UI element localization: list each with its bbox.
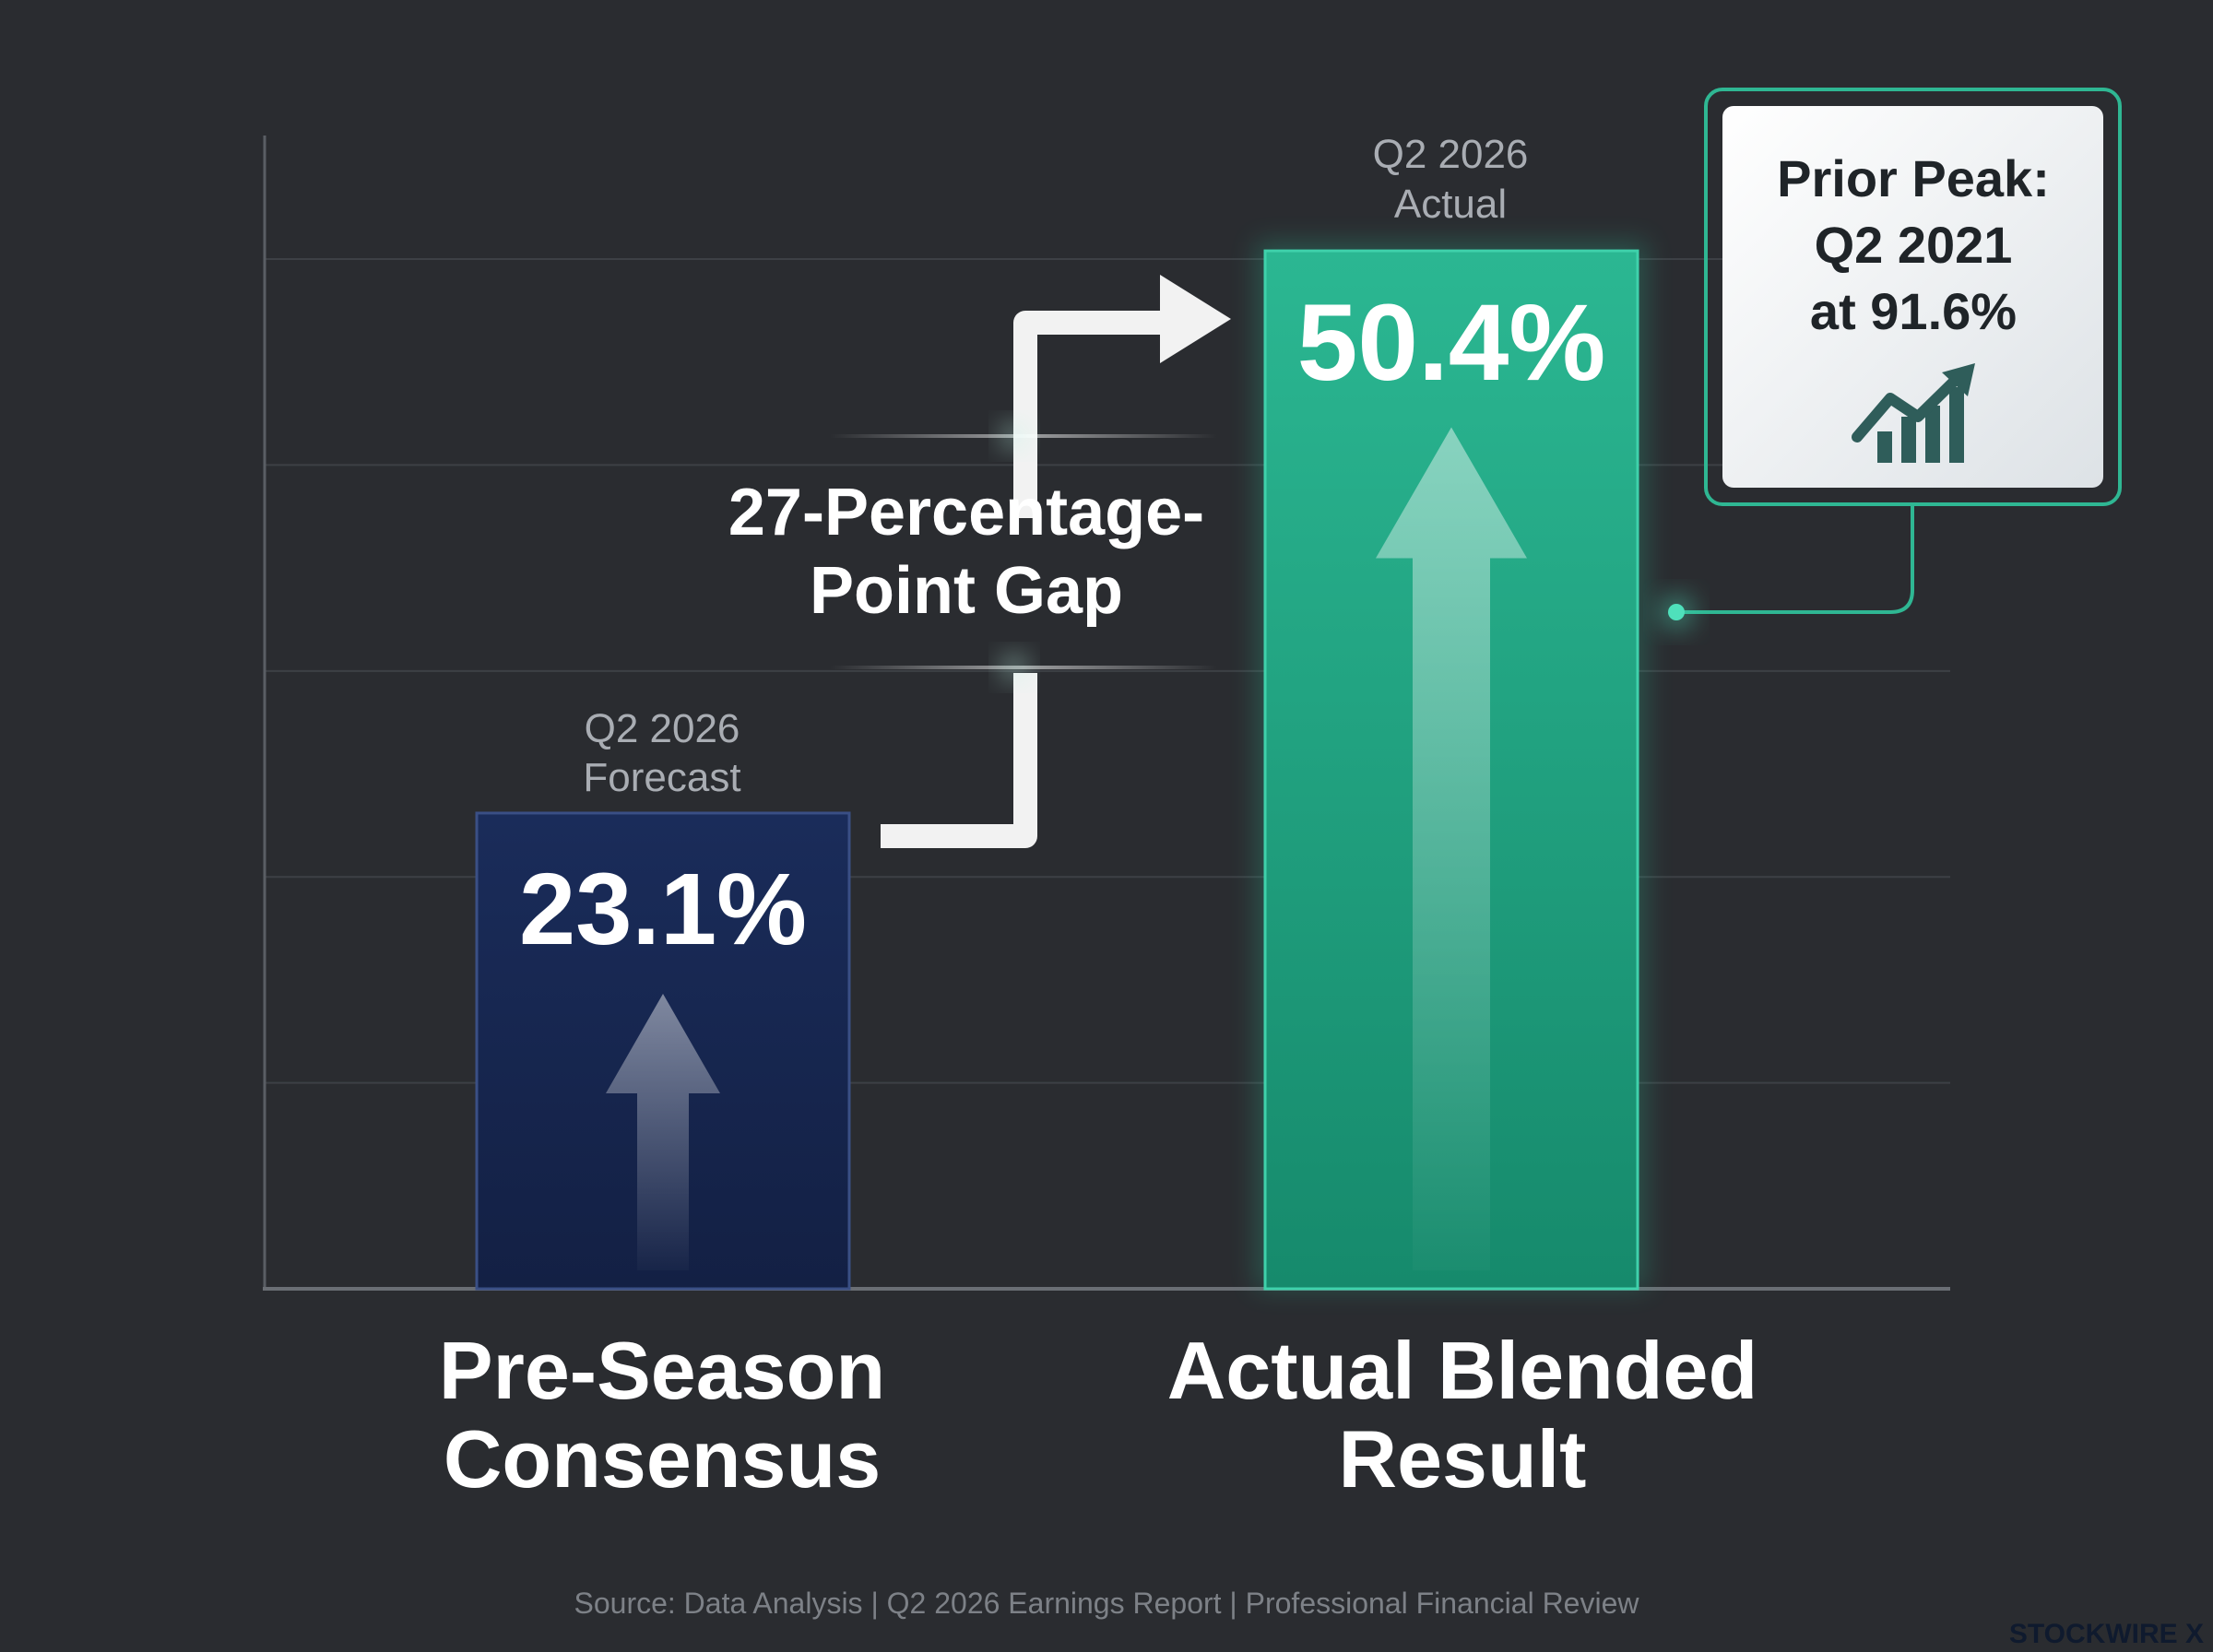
source-footer: Source: Data Analysis | Q2 2026 Earnings…	[574, 1587, 1640, 1620]
callout-line-3: at 91.6%	[1810, 282, 2017, 340]
callout-card	[1722, 106, 2103, 488]
callout-line-1: Prior Peak:	[1777, 149, 2050, 207]
trending-up-chart-icon	[1852, 363, 1975, 463]
category-label-actual-line-1: Actual Blended	[1167, 1325, 1758, 1416]
actual-up-arrow-icon	[1376, 427, 1527, 1270]
callout-line-2: Q2 2021	[1815, 216, 2013, 274]
category-label-forecast-line-1: Pre-Season	[439, 1325, 885, 1416]
callout-outer-frame	[1704, 88, 2122, 506]
category-label-forecast-line-2: Consensus	[444, 1413, 881, 1504]
callout-connector-dot	[1668, 604, 1685, 620]
category-label-actual-line-2: Result	[1339, 1413, 1587, 1504]
bar-value-label: 50.4%	[1297, 282, 1606, 404]
gap-annotation-line-1: 27-Percentage-	[728, 476, 1204, 549]
period-label-actual-type: Actual	[1394, 182, 1507, 227]
period-label-forecast-year: Q2 2026	[585, 706, 740, 751]
gap-glow-dot-bottom	[1001, 655, 1027, 680]
period-label-actual-year: Q2 2026	[1373, 132, 1529, 177]
gap-connector-arrow	[881, 311, 1166, 848]
period-label-forecast-type: Forecast	[583, 755, 740, 800]
brand-logo: STOCKWIRE X	[2009, 1619, 2204, 1649]
gap-glow-dot-top	[1001, 423, 1027, 449]
gap-annotation-line-2: Point Gap	[810, 554, 1123, 628]
callout-connector-line	[1676, 505, 1914, 614]
gap-arrowhead-icon	[1160, 275, 1231, 363]
forecast-up-arrow-icon	[606, 994, 720, 1270]
bar-value-label: 23.1%	[519, 853, 807, 966]
